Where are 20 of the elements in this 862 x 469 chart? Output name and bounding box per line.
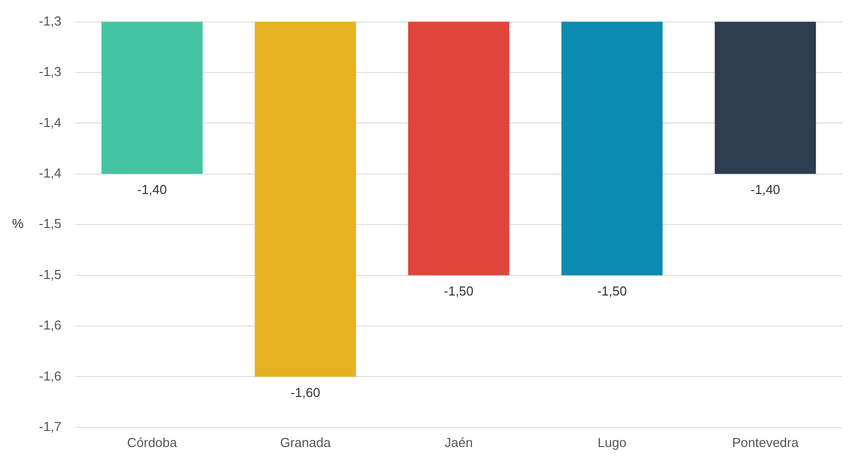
y-tick-label: -1,5 (38, 216, 62, 232)
y-tick-label: -1,4 (38, 165, 62, 180)
x-tick-label: Córdoba (127, 434, 178, 450)
y-axis-title: % (12, 216, 24, 232)
y-tick-label: -1,5 (38, 266, 62, 282)
data-label: -1,40 (750, 182, 780, 197)
data-label: -1,60 (290, 384, 320, 400)
x-tick-label: Granada (280, 434, 332, 450)
data-label: -1,50 (444, 283, 474, 298)
y-tick-label: -1,3 (38, 64, 62, 80)
y-tick-label: -1,6 (38, 368, 62, 384)
x-tick-label: Lugo (598, 434, 626, 450)
y-tick-label: -1,7 (38, 418, 62, 434)
data-label: -1,50 (597, 283, 627, 298)
y-tick-label: -1,6 (38, 318, 62, 333)
y-tick-label: -1,4 (38, 114, 62, 130)
x-tick-label: Jaén (444, 434, 473, 450)
y-tick-label: -1,3 (38, 13, 62, 28)
data-label: -1,40 (137, 182, 167, 197)
x-tick-label: Pontevedra (732, 434, 800, 450)
